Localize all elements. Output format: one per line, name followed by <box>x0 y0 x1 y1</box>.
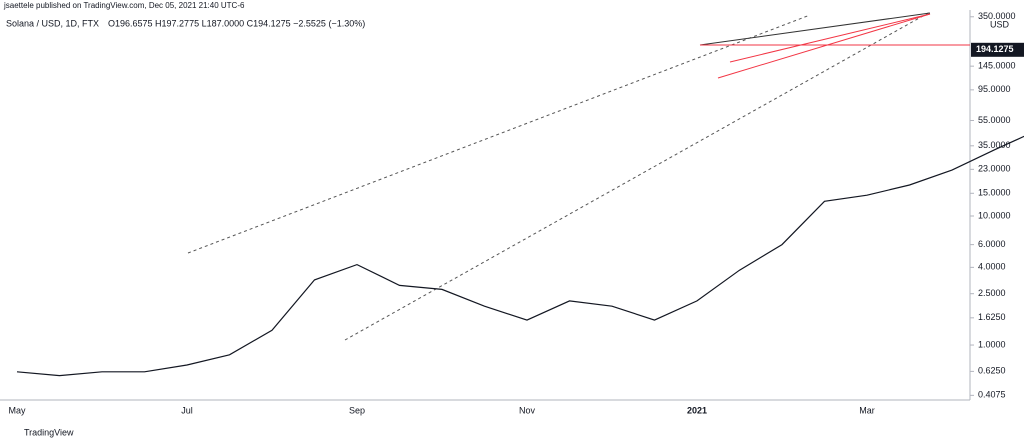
last-price-box <box>971 42 1024 57</box>
y-tick-label: 95.0000 <box>978 84 1011 94</box>
last-price-label: 194.1275 <box>976 44 1014 54</box>
upper-channel <box>187 14 811 254</box>
y-tick-label: 55.0000 <box>978 115 1011 125</box>
y-tick-label: 4.0000 <box>978 262 1006 272</box>
y-tick-label: 2.5000 <box>978 288 1006 298</box>
price-line <box>16 135 1024 377</box>
x-tick-label: 2021 <box>687 405 707 415</box>
x-tick-label: Sep <box>349 405 365 415</box>
triangle-lower <box>717 13 931 79</box>
y-tick-label: 1.0000 <box>978 339 1006 349</box>
y-tick-label: 145.0000 <box>978 61 1016 71</box>
y-tick-label: 10.0000 <box>978 210 1011 220</box>
lower-channel <box>344 11 931 341</box>
y-tick-label: 23.0000 <box>978 164 1011 174</box>
footer-brand: TradingView <box>24 427 74 437</box>
x-tick-label: Nov <box>519 405 536 415</box>
unit-label: USD <box>990 19 1010 29</box>
y-tick-label: 350.0000 <box>978 11 1016 21</box>
drawings <box>187 11 970 341</box>
y-tick-label: 15.0000 <box>978 188 1011 198</box>
triangle-upper <box>729 13 931 63</box>
x-tick-label: Jul <box>181 405 193 415</box>
resistance <box>699 12 931 46</box>
x-tick-label: May <box>8 405 26 415</box>
y-tick-label: 6.0000 <box>978 239 1006 249</box>
publisher: jsaettele published on TradingView.com, … <box>3 1 245 10</box>
y-tick-label: 0.4075 <box>978 390 1006 400</box>
y-tick-label: 1.6250 <box>978 312 1006 322</box>
y-tick-label: 0.6250 <box>978 366 1006 376</box>
symbol: Solana / USD, 1D, FTX <box>6 18 99 28</box>
ohlc: O196.6575 H197.2775 L187.0000 C194.1275 … <box>108 18 365 28</box>
x-tick-label: Mar <box>859 405 875 415</box>
y-tick-label: 35.0000 <box>978 140 1011 150</box>
